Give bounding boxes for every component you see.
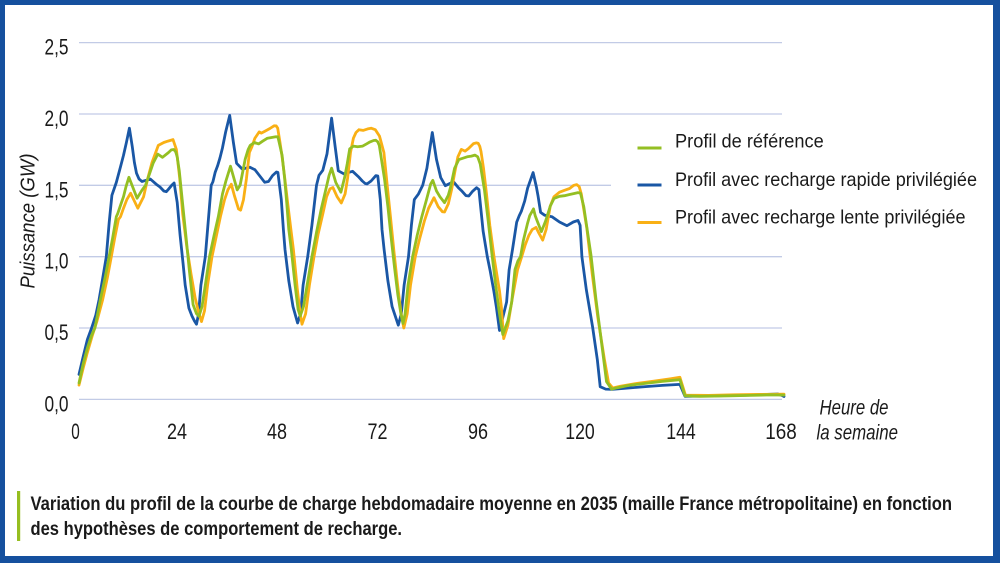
svg-text:la semaine: la semaine — [817, 422, 899, 445]
svg-text:96: 96 — [468, 419, 488, 444]
svg-text:0,5: 0,5 — [45, 320, 69, 345]
svg-text:1,5: 1,5 — [45, 177, 69, 202]
svg-text:Profil de référence: Profil de référence — [675, 131, 824, 153]
svg-text:144: 144 — [666, 419, 696, 444]
svg-text:72: 72 — [368, 419, 388, 444]
svg-text:2,0: 2,0 — [45, 106, 69, 131]
svg-text:Profil avec recharge lente pri: Profil avec recharge lente privilégiée — [675, 207, 966, 229]
svg-text:Variation du profil de la cour: Variation du profil de la courbe de char… — [31, 493, 953, 515]
svg-text:48: 48 — [267, 419, 287, 444]
svg-text:0,0: 0,0 — [45, 391, 69, 416]
svg-text:Puissance (GW): Puissance (GW) — [18, 154, 40, 289]
svg-text:Profil avec recharge rapide pr: Profil avec recharge rapide privilégiée — [675, 169, 977, 191]
svg-text:24: 24 — [167, 419, 187, 444]
svg-text:120: 120 — [565, 419, 595, 444]
svg-text:Heure de: Heure de — [820, 397, 889, 420]
svg-text:1,0: 1,0 — [45, 249, 69, 274]
svg-text:168: 168 — [765, 419, 797, 444]
svg-text:des hypothèses de comportement: des hypothèses de comportement de rechar… — [31, 518, 403, 540]
svg-text:0: 0 — [71, 419, 80, 444]
svg-text:2,5: 2,5 — [45, 35, 69, 60]
